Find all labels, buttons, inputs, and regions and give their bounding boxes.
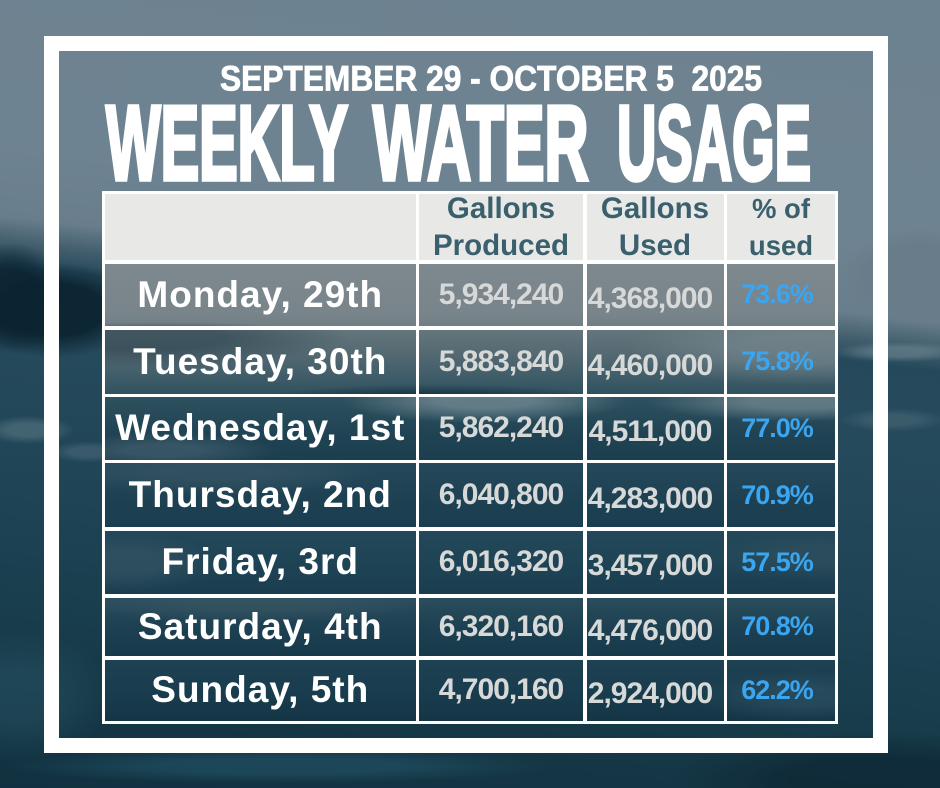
svg-text:WEEKLY: WEEKLY (106, 85, 348, 203)
svg-text:WATER: WATER (373, 85, 589, 203)
svg-text:SEPTEMBER 29 - OCTOBER 5 2025: SEPTEMBER 29 - OCTOBER 5 2025 (220, 60, 762, 99)
svg-text:USAGE: USAGE (617, 85, 811, 203)
